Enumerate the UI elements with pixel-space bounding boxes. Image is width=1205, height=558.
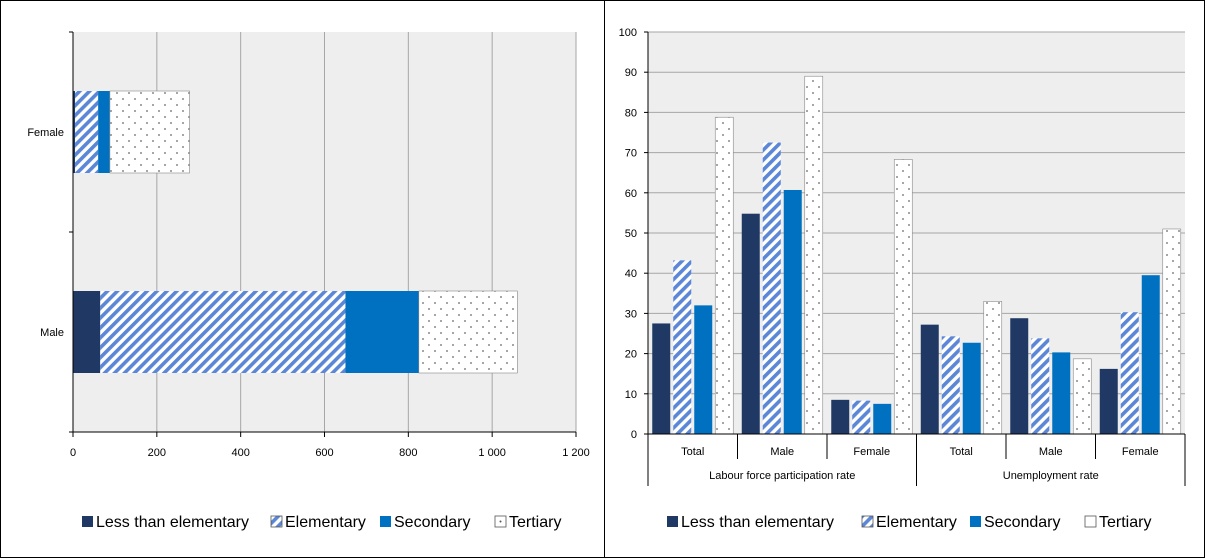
left-legend-label: Secondary: [394, 514, 471, 531]
left-x-tick-label: 400: [231, 447, 249, 459]
right-chart: 0 10 20 30 40 50 60 70 80 90 100 Total Male Female Tot…: [619, 27, 1186, 531]
bar-female-secondary: [98, 91, 110, 173]
left-x-tick-label: 1 200: [562, 447, 590, 459]
bar-male-tertiary: [804, 75, 824, 435]
left-x-tick-label: 200: [148, 447, 166, 459]
bar-total-elementary: [941, 336, 960, 434]
right-y-tick-label: 80: [625, 107, 637, 119]
right-category-label: Female: [1122, 446, 1159, 458]
right-category-label: Total: [681, 446, 704, 458]
bar-total-secondary: [962, 342, 981, 434]
bar-male-less-than-elementary: [1010, 318, 1029, 434]
left-axes: 0 200 400 600 800 1 000 1 200 Female Male: [27, 31, 590, 459]
left-x-tick-label: 1 000: [478, 447, 506, 459]
bar-female-less-than-elementary: [73, 91, 76, 173]
right-legend-swatch-secondary: [970, 516, 981, 527]
left-legend-label: Tertiary: [509, 514, 561, 531]
bar-total-elementary: [673, 260, 692, 434]
bar-female-less-than-elementary: [1099, 368, 1118, 434]
right-y-tick-label: 10: [625, 389, 637, 401]
bar-male-elementary: [1031, 338, 1050, 434]
right-legend-label: Secondary: [984, 514, 1061, 531]
bar-male-secondary: [783, 189, 802, 434]
bar-female-secondary: [1141, 275, 1160, 434]
left-legend-swatch-secondary: [380, 516, 391, 527]
bar-female-elementary: [75, 91, 99, 173]
right-legend-swatch-tertiary: [1084, 515, 1097, 528]
bar-female-secondary: [873, 403, 892, 434]
right-y-tick-label: 0: [631, 429, 637, 441]
left-category-label: Female: [27, 127, 64, 139]
bar-male-less-than-elementary: [741, 213, 760, 434]
bar-total-tertiary: [983, 301, 1003, 435]
right-y-tick-label: 60: [625, 188, 637, 200]
bar-male-tertiary: [1072, 358, 1092, 435]
left-legend-swatch-less-than-elementary: [82, 516, 93, 527]
bar-total-less-than-elementary: [652, 323, 671, 434]
right-legend-swatch-elementary: [861, 515, 874, 528]
right-y-tick-label: 40: [625, 268, 637, 280]
left-category-label: Male: [40, 327, 64, 339]
left-legend-label: Less than elementary: [96, 514, 249, 531]
right-y-tick-label: 30: [625, 308, 637, 320]
bar-male-secondary: [345, 291, 419, 373]
right-legend-label: Tertiary: [1099, 514, 1151, 531]
bar-total-less-than-elementary: [920, 324, 939, 434]
right-group-label: Unemployment rate: [1003, 470, 1099, 482]
right-y-tick-label: 20: [625, 349, 637, 361]
right-y-tick-label: 100: [619, 27, 637, 39]
left-chart: 0 200 400 600 800 1 000 1 200 Female Male Less t…: [27, 31, 590, 531]
bar-male-secondary: [1052, 352, 1071, 434]
right-legend-label: Elementary: [876, 514, 957, 531]
right-category-label: Total: [950, 446, 973, 458]
bar-male-tertiary: [418, 290, 518, 374]
left-x-tick-label: 600: [315, 447, 333, 459]
right-gridlines: [648, 31, 1185, 395]
bar-female-elementary: [852, 400, 871, 434]
right-group-label: Labour force participation rate: [709, 470, 855, 482]
bar-total-tertiary: [714, 116, 734, 435]
right-category-label: Male: [770, 446, 794, 458]
left-legend-swatch-elementary: [270, 515, 283, 528]
bar-total-secondary: [694, 305, 713, 434]
right-y-tick-label: 90: [625, 67, 637, 79]
right-legend-label: Less than elementary: [681, 514, 834, 531]
bar-male-elementary: [762, 142, 781, 435]
right-legend: Less than elementary Elementary Secondary T…: [667, 514, 1151, 531]
right-category-label: Male: [1039, 446, 1063, 458]
right-category-label: Female: [853, 446, 890, 458]
left-legend: Less than elementary Elementary Secondary T…: [82, 514, 561, 531]
bar-female-elementary: [1120, 312, 1139, 434]
right-y-tick-label: 50: [625, 228, 637, 240]
bar-female-tertiary: [1162, 228, 1182, 435]
right-legend-swatch-less-than-elementary: [667, 516, 678, 527]
left-x-tick-label: 0: [70, 447, 76, 459]
bar-male-elementary: [100, 291, 346, 373]
bar-female-less-than-elementary: [831, 399, 850, 434]
bar-female-tertiary: [109, 90, 190, 174]
left-legend-label: Elementary: [285, 514, 366, 531]
right-axes: 0 10 20 30 40 50 60 70 80 90 100 Total Male Female Tot…: [619, 27, 1186, 486]
left-legend-swatch-dot: [499, 520, 502, 523]
bar-male-less-than-elementary: [73, 291, 101, 373]
left-bars: [73, 90, 518, 374]
left-x-tick-label: 800: [399, 447, 417, 459]
right-y-tick-label: 70: [625, 148, 637, 160]
bar-female-tertiary: [893, 159, 913, 435]
